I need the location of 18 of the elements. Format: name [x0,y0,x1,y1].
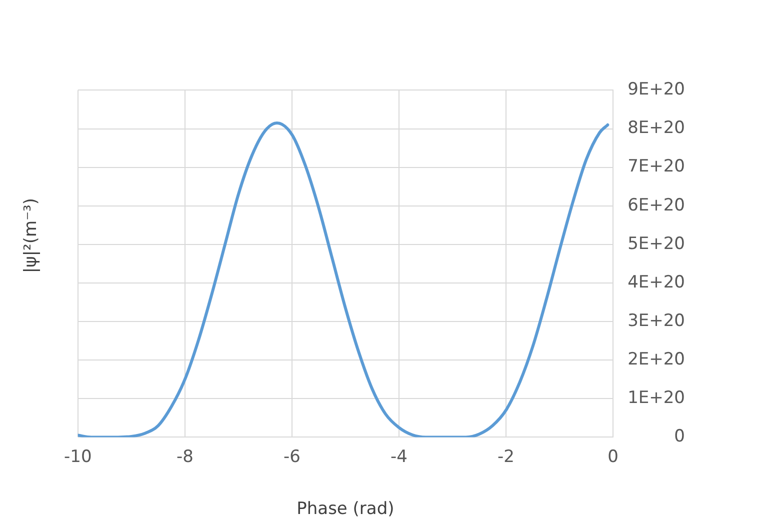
y-tick-label: 9E+20 [628,80,685,100]
y-axis-title: |ψ|²(m⁻³) [21,198,41,274]
y-tick-label: 3E+20 [628,310,685,331]
y-tick-label: 8E+20 [628,118,685,138]
y-tick-label: 7E+20 [628,156,685,177]
x-tick-label: -6 [283,446,300,467]
y-tick-label: 0 [674,426,685,447]
x-tick-label: 0 [608,446,618,467]
y-tick-label: 2E+20 [628,350,685,370]
x-axis-title: Phase (rad) [296,499,394,520]
x-tick-label: -10 [64,446,92,467]
y-tick-label: 1E+20 [628,388,685,408]
y-tick-label: 6E+20 [628,195,685,216]
x-tick-label: -4 [390,446,408,467]
y-tick-label: 5E+20 [628,234,685,254]
x-tick-label: -8 [176,446,194,467]
y-tick-label: 4E+20 [628,272,685,292]
x-tick-label: -2 [498,446,514,467]
